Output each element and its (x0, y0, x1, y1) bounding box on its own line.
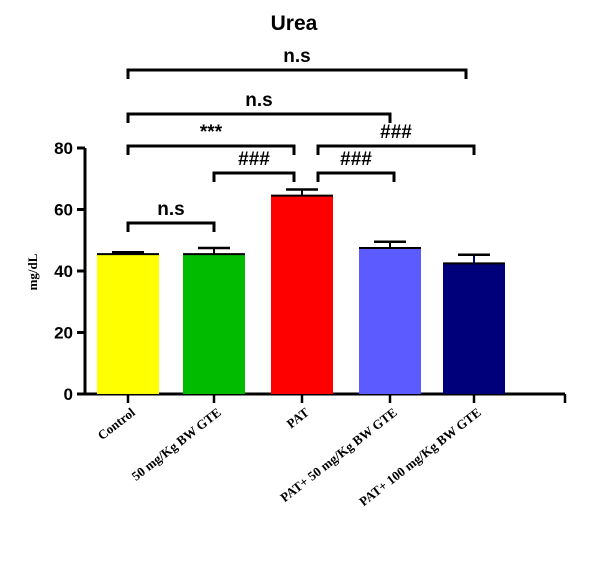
bar (183, 254, 245, 394)
bar (359, 247, 421, 394)
y-tick-label: 60 (54, 201, 73, 220)
significance-label: ### (380, 122, 412, 143)
significance-bracket (316, 144, 476, 155)
significance-brackets: n.s ### ### *** ### n.s n.s (126, 46, 476, 232)
y-tick-label: 0 (64, 385, 73, 404)
chart-title: Urea (271, 12, 318, 35)
y-tick-label: 20 (54, 324, 73, 343)
bar (97, 254, 159, 394)
x-tick-label: PAT (284, 404, 312, 431)
bar (271, 195, 333, 394)
significance-label: *** (200, 122, 223, 143)
significance-bracket (212, 171, 296, 182)
bar (443, 263, 505, 394)
significance-bracket (126, 144, 296, 155)
x-tick-label: 50 mg/Kg BW GTE (129, 405, 224, 484)
x-tick-label: Control (95, 404, 138, 443)
significance-label: n.s (283, 46, 310, 67)
significance-bracket (126, 112, 392, 123)
y-tick-label: 80 (54, 139, 73, 158)
y-axis-label: mg/dL (25, 253, 40, 290)
significance-label: ### (340, 149, 372, 170)
significance-label: n.s (157, 199, 184, 220)
significance-label: ### (238, 149, 270, 170)
significance-bracket (126, 68, 468, 79)
y-tick-label: 40 (54, 262, 73, 281)
significance-bracket (316, 171, 396, 182)
bars (97, 188, 505, 394)
significance-bracket (126, 221, 216, 232)
significance-label: n.s (245, 90, 272, 111)
